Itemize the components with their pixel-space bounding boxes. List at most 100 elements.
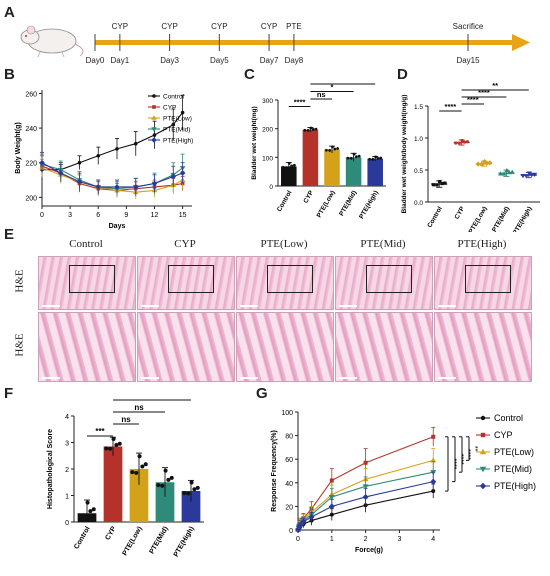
data-point: [357, 154, 361, 158]
bar-ptemid: PTE(Mid): [491, 168, 515, 232]
data-point: [285, 166, 288, 169]
data-point: [281, 165, 285, 169]
mouse-icon: [20, 25, 84, 58]
data-point: [192, 487, 197, 492]
data-point: [454, 141, 458, 145]
significance-label: ****: [450, 458, 457, 469]
bladder-body-ratio-chart: 0.0 0.5 1.0 1.5 Bladder wet weight/body weig…: [401, 82, 540, 232]
x-tick-label: 3: [68, 212, 72, 219]
panel-label-g: G: [256, 385, 268, 402]
x-tick-label: 1: [330, 536, 334, 543]
timeline-arrow-head: [512, 34, 530, 51]
data-point: [303, 128, 307, 132]
data-point: [95, 184, 102, 190]
significance-brackets: **************: [439, 82, 529, 112]
bar: [103, 446, 123, 522]
bar-ptemid: PTE(Mid): [149, 467, 175, 555]
data-point: [180, 110, 185, 115]
data-point: [163, 468, 168, 473]
data-point: [526, 171, 532, 176]
data-point: [179, 170, 186, 176]
timeline-event-label: Sacrifice: [453, 22, 484, 31]
legend-marker: [151, 137, 157, 143]
panel-label-e: E: [4, 226, 15, 243]
significance-label: ****: [445, 102, 457, 111]
significance-label: ****: [457, 454, 464, 465]
significance-label: *: [150, 396, 154, 400]
legend-label: Control: [163, 94, 185, 101]
data-point: [328, 149, 332, 152]
x-tick-label: Control: [276, 189, 294, 213]
he-overview-image: [137, 256, 235, 310]
data-point: [371, 157, 375, 161]
series-line: [42, 112, 184, 171]
legend-marker: [479, 466, 487, 473]
data-point: [115, 147, 119, 151]
body-weight-chart: 200 220 240 260 0 3 6 9 12 15 Days Body Weight(g) Co…: [15, 90, 193, 230]
data-point: [85, 500, 90, 505]
zoom-region-box: [267, 265, 313, 293]
y-axis-label: Body Weight(g): [15, 122, 22, 174]
y-axis-label: Histopathological Score: [47, 429, 54, 509]
y-axis-label: Bladder wet weight(mg): [251, 106, 258, 179]
bar-ptemid: PTE(Mid): [338, 152, 362, 218]
data-point: [462, 140, 467, 144]
scale-bar: [438, 305, 456, 307]
y-tick-label: 0.5: [414, 168, 423, 175]
zoom-region-box: [168, 265, 214, 293]
data-point: [362, 493, 369, 500]
data-point: [368, 157, 372, 161]
legend-marker: [152, 94, 156, 98]
timeline-event-label: CYP: [112, 22, 128, 31]
bar-cyp: CYP: [103, 436, 123, 541]
bar-cyp: CYP: [453, 138, 470, 221]
zoom-region-box: [465, 265, 511, 293]
data-point: [363, 460, 368, 465]
bar-control: Control: [426, 179, 448, 229]
x-tick-label: 4: [431, 536, 435, 543]
legend-marker: [152, 105, 156, 109]
legend-label: PTE(Low): [163, 116, 192, 123]
timeline-event-label: CYP: [161, 22, 177, 31]
he-overview-image: [434, 256, 532, 310]
x-tick-label: Control: [426, 205, 444, 229]
legend-label: PTE(Low): [494, 447, 534, 457]
x-axis-label: Force(g): [355, 547, 383, 554]
he-zoom-image: [137, 312, 235, 382]
x-tick-label: PTE(High): [358, 190, 380, 221]
y-tick-label: 300: [262, 98, 273, 105]
y-tick-label: 220: [25, 161, 37, 168]
data-point: [465, 140, 470, 144]
data-point: [308, 514, 315, 521]
data-point: [520, 174, 526, 179]
data-point: [328, 503, 335, 510]
data-point: [435, 183, 439, 187]
experiment-timeline: Day0 Day1 Day3 Day5 Day7 Day8 Day15 CYP CYP CYP CY…: [20, 22, 530, 65]
x-tick-label: 9: [124, 212, 128, 219]
x-tick-label: PTE(Low): [316, 190, 337, 219]
data-point: [96, 153, 101, 158]
y-tick-label: 0: [269, 184, 273, 191]
data-point: [182, 491, 187, 496]
data-point: [376, 156, 380, 160]
data-point: [169, 475, 174, 480]
y-tick-label: 0: [65, 520, 69, 527]
data-point: [532, 172, 538, 177]
x-tick-label: PTE(Mid): [338, 190, 358, 218]
data-point: [160, 483, 165, 488]
he-group-label: PTE(Mid): [360, 238, 406, 250]
data-point: [311, 128, 315, 131]
legend-marker: [479, 448, 487, 455]
data-point: [143, 462, 148, 467]
he-group-label: PTE(High): [457, 238, 507, 250]
legend-marker: [480, 415, 486, 421]
data-point: [438, 179, 442, 184]
significance-label: *: [331, 83, 334, 92]
data-point: [104, 446, 109, 451]
significance-label: **: [492, 82, 498, 90]
x-tick-label: 15: [179, 212, 187, 219]
axes: 0 20 40 60 80 100 0 1 2 3 4 Force(g) Response Freque…: [271, 410, 440, 554]
scale-bar: [240, 377, 258, 379]
x-tick-label: 6: [96, 212, 100, 219]
data-point: [354, 155, 358, 159]
